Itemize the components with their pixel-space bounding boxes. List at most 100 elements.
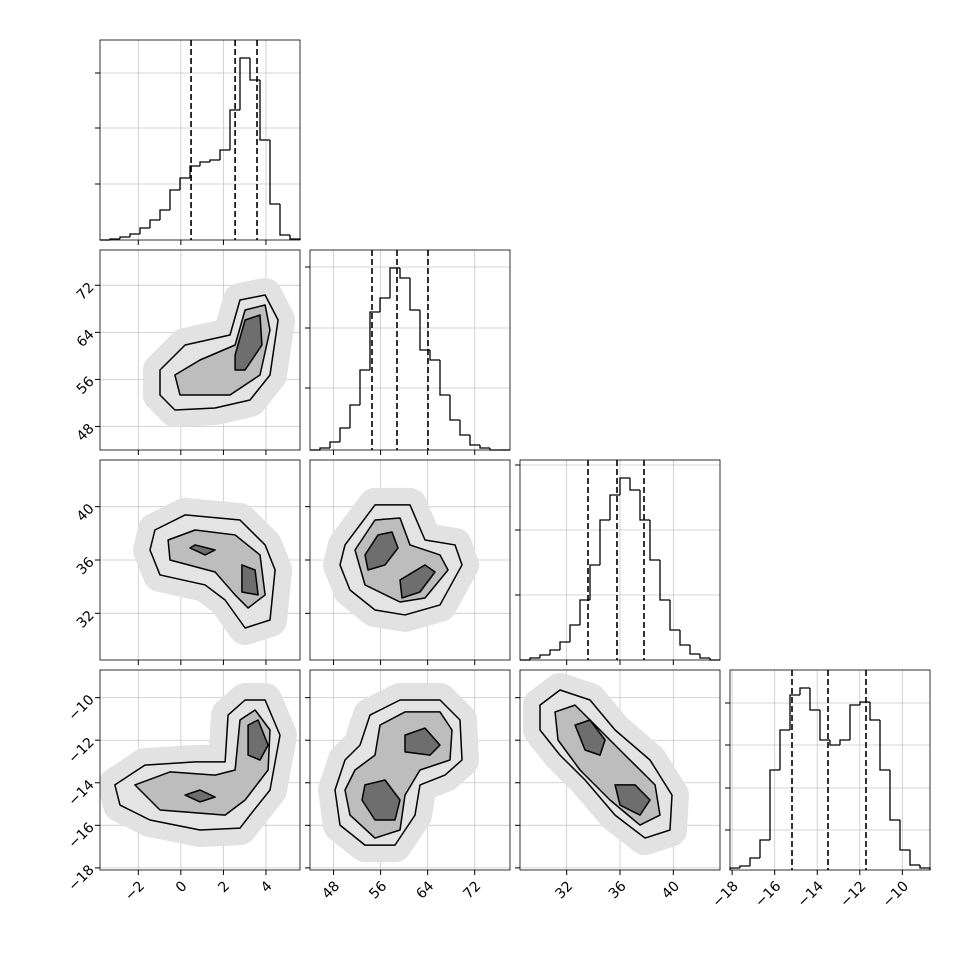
- x-tick-label: −10: [880, 878, 912, 910]
- histogram-bin: [259, 80, 270, 141]
- y-tick-label: 56: [74, 374, 98, 398]
- x-tick-label: −18: [710, 878, 742, 910]
- x-tick-label: 56: [366, 878, 390, 902]
- histogram-bin: [659, 560, 670, 601]
- x-tick-label: 4: [258, 878, 276, 896]
- y-tick-label: 64: [74, 327, 98, 351]
- panel-frame: [519, 669, 721, 871]
- histogram-bin: [439, 360, 450, 396]
- contour: [189, 544, 216, 556]
- histogram-bin: [409, 278, 420, 311]
- contour: [234, 314, 263, 371]
- y-tick-label: −14: [65, 777, 97, 809]
- histogram-bin: [669, 600, 680, 631]
- histogram-bin: [339, 427, 350, 442]
- histogram-bin: [899, 820, 910, 851]
- x-tick-label: 0: [173, 878, 191, 896]
- histogram-bin: [699, 654, 710, 659]
- panel-frame: [99, 39, 301, 241]
- histogram-bin: [679, 630, 690, 646]
- histogram-bin: [469, 435, 480, 446]
- panel-frame: [309, 459, 511, 661]
- contour: [404, 727, 441, 756]
- contour: [184, 789, 216, 803]
- histogram-bin: [569, 624, 580, 642]
- histogram-bin: [139, 227, 150, 234]
- histogram-bin: [789, 694, 800, 730]
- histogram-bin: [219, 149, 230, 160]
- histogram-bin: [249, 58, 260, 81]
- x-tick-label: 64: [413, 878, 437, 902]
- histogram-bin: [119, 236, 130, 239]
- panel-frame: [309, 669, 511, 871]
- contour: [614, 784, 651, 816]
- histogram-bin: [859, 701, 870, 705]
- histogram-bin: [449, 395, 460, 421]
- histogram-bin: [229, 109, 240, 150]
- histogram-bin: [319, 447, 330, 450]
- histogram-bin: [269, 140, 280, 205]
- histogram-bin: [749, 857, 760, 866]
- histogram-bin: [329, 441, 340, 448]
- x-tick-label: −2: [122, 878, 148, 904]
- histogram-bin: [919, 865, 931, 870]
- histogram-bin: [559, 641, 570, 650]
- histogram-bin: [149, 219, 160, 228]
- histogram-bin: [589, 564, 600, 600]
- histogram-bin: [799, 687, 810, 695]
- histogram-bin: [809, 688, 820, 711]
- histogram-bin: [349, 404, 360, 428]
- histogram-bin: [159, 209, 170, 220]
- x-tick-label: −14: [795, 878, 827, 910]
- histogram-bin: [639, 490, 650, 521]
- x-tick-label: 2: [215, 878, 233, 896]
- contour: [247, 719, 269, 761]
- contour: [361, 779, 401, 821]
- histogram-bin: [169, 189, 180, 210]
- contour: [134, 709, 271, 816]
- panel-frame: [99, 459, 301, 661]
- histogram-bin: [579, 599, 590, 625]
- histogram-bin: [609, 494, 620, 520]
- x-tick-label: −12: [837, 878, 869, 910]
- y-tick-label: −18: [65, 862, 97, 894]
- x-tick-label: −16: [752, 878, 784, 910]
- contour: [574, 719, 606, 756]
- histogram-bin: [129, 233, 140, 237]
- histogram-bin: [179, 177, 190, 190]
- histogram-bin: [629, 478, 640, 491]
- histogram-bin: [359, 369, 370, 405]
- histogram-bin: [529, 657, 540, 660]
- histogram-bin: [739, 865, 750, 868]
- x-tick-label: 48: [319, 878, 343, 902]
- histogram-bin: [839, 739, 850, 745]
- histogram-bin: [619, 477, 630, 495]
- histogram-bin: [819, 710, 830, 741]
- histogram-bin: [599, 519, 610, 565]
- y-tick-label: 36: [74, 554, 98, 578]
- panel-frame: [99, 669, 301, 871]
- histogram-bin: [239, 57, 250, 110]
- x-tick-label: 40: [659, 878, 683, 902]
- y-tick-label: 48: [74, 421, 98, 445]
- histogram-bin: [769, 769, 780, 840]
- histogram-bin: [379, 297, 390, 312]
- histogram-bin: [459, 420, 470, 436]
- histogram-bin: [889, 770, 900, 821]
- panel-frame: [729, 669, 931, 871]
- histogram-bin: [779, 729, 790, 770]
- histogram-bin: [759, 839, 770, 858]
- histogram-bin: [879, 720, 890, 771]
- histogram-bin: [869, 702, 880, 721]
- x-tick-label: 32: [552, 878, 576, 902]
- histogram-bin: [289, 235, 301, 240]
- histogram-bin: [689, 645, 700, 655]
- histogram-bin: [829, 740, 840, 746]
- histogram-bin: [279, 204, 290, 236]
- panel-frame: [309, 249, 511, 451]
- histogram-bin: [649, 520, 660, 561]
- histogram-bin: [199, 161, 210, 166]
- histogram-bin: [419, 310, 430, 351]
- y-tick-label: −10: [65, 692, 97, 724]
